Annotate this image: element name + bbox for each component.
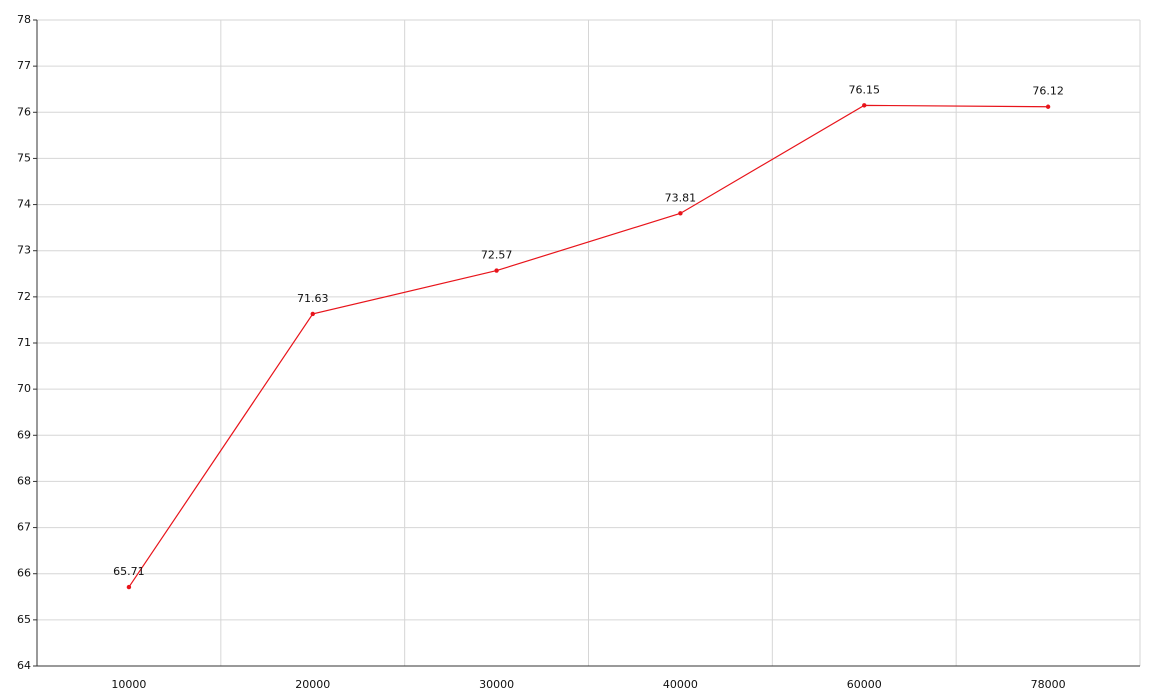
point [678, 211, 683, 216]
x-tick-label: 30000 [479, 678, 514, 691]
data-label: 71.63 [297, 292, 329, 305]
x-tick-label: 40000 [663, 678, 698, 691]
x-tick-label: 10000 [111, 678, 146, 691]
y-tick-label: 72 [17, 290, 31, 303]
y-tick-label: 76 [17, 105, 31, 118]
data-label: 65.71 [113, 565, 145, 578]
data-label: 72.57 [481, 249, 513, 262]
y-tick-label: 73 [17, 244, 31, 257]
x-tick-label: 20000 [295, 678, 330, 691]
y-tick-label: 68 [17, 474, 31, 487]
y-tick-label: 77 [17, 59, 31, 72]
data-label: 76.15 [849, 83, 881, 96]
y-tick-label: 71 [17, 336, 31, 349]
y-tick-label: 69 [17, 428, 31, 441]
data-label: 76.12 [1032, 85, 1064, 98]
y-tick-label: 75 [17, 151, 31, 164]
point [126, 584, 132, 590]
point [494, 268, 499, 273]
y-tick-label: 70 [17, 382, 31, 395]
line [128, 104, 1049, 588]
y-tick-label: 66 [17, 567, 31, 580]
y-tick-label: 65 [17, 613, 31, 626]
point [310, 311, 315, 317]
y-tick-label: 74 [17, 198, 31, 211]
y-tick-label: 67 [17, 521, 31, 534]
y-tick-label: 78 [17, 13, 31, 26]
x-tick-label: 78000 [1031, 678, 1066, 691]
data-label: 73.81 [665, 191, 697, 204]
point [1045, 104, 1051, 109]
y-tick-label: 64 [17, 659, 31, 672]
x-tick-label: 60000 [847, 678, 882, 691]
point [862, 103, 867, 108]
